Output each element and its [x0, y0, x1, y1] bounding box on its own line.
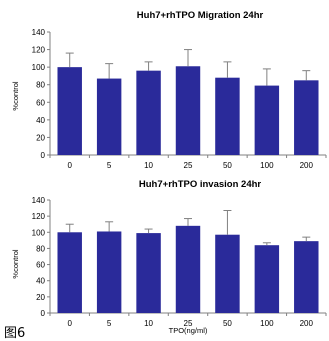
migration-chart-title: Huh7+rhTPO Migration 24hr	[137, 10, 264, 21]
invasion-x-tick-label: 50	[223, 319, 232, 328]
migration-y-tick-label: 40	[36, 116, 45, 125]
invasion-y-axis-label: %control	[11, 249, 20, 279]
migration-bar	[215, 77, 240, 155]
migration-bar	[254, 85, 280, 155]
invasion-x-tick-label: 10	[144, 319, 153, 328]
invasion-bar	[96, 231, 122, 313]
migration-y-tick-label: 120	[32, 46, 46, 55]
invasion-y-tick-label: 40	[36, 277, 45, 286]
invasion-bar	[136, 233, 161, 313]
migration-x-tick-label: 10	[144, 161, 153, 170]
invasion-y-tick-label: 0	[41, 309, 46, 318]
migration-bar	[96, 78, 122, 155]
migration-y-tick-label: 100	[32, 63, 46, 72]
invasion-y-tick-label: 80	[36, 244, 45, 253]
invasion-x-tick-label: 100	[260, 319, 274, 328]
migration-x-tick-label: 50	[223, 161, 232, 170]
migration-x-tick-label: 25	[184, 161, 193, 170]
migration-x-tick-label: 200	[300, 161, 314, 170]
migration-y-tick-label: 20	[36, 133, 45, 142]
migration-bar	[294, 80, 319, 155]
migration-x-tick-label: 100	[260, 161, 274, 170]
invasion-x-tick-label: 200	[300, 319, 314, 328]
invasion-bar	[175, 225, 201, 313]
invasion-bar	[294, 241, 319, 313]
invasion-y-tick-label: 100	[32, 228, 46, 237]
figure-label: 图6	[4, 326, 26, 341]
migration-bar	[175, 66, 201, 155]
invasion-x-axis-label: TPO(ng/ml)	[169, 326, 208, 335]
invasion-bar	[57, 232, 82, 313]
invasion-bar	[215, 234, 240, 313]
migration-y-tick-label: 140	[32, 28, 46, 37]
migration-y-tick-label: 80	[36, 81, 45, 90]
migration-chart: Huh7+rhTPO Migration 24hr %control 0 20 40…	[11, 10, 327, 170]
invasion-bar	[254, 245, 280, 313]
invasion-chart: Huh7+rhTPO invasion 24hr %control TPO(ng…	[11, 179, 327, 335]
migration-x-tick-label: 0	[67, 161, 72, 170]
migration-y-tick-label: 0	[41, 151, 46, 160]
invasion-x-tick-label: 0	[67, 319, 72, 328]
migration-bar	[57, 67, 82, 155]
invasion-chart-title: Huh7+rhTPO invasion 24hr	[139, 179, 262, 190]
invasion-y-tick-label: 120	[32, 212, 46, 221]
invasion-x-tick-label: 5	[107, 319, 112, 328]
migration-y-tick-label: 60	[36, 98, 45, 107]
invasion-x-tick-label: 25	[184, 319, 193, 328]
invasion-y-tick-label: 20	[36, 293, 45, 302]
invasion-y-tick-label: 140	[32, 196, 46, 205]
migration-x-tick-label: 5	[107, 161, 112, 170]
migration-y-axis-label: %control	[11, 81, 20, 111]
invasion-y-tick-label: 60	[36, 261, 45, 270]
migration-bar	[136, 70, 161, 155]
